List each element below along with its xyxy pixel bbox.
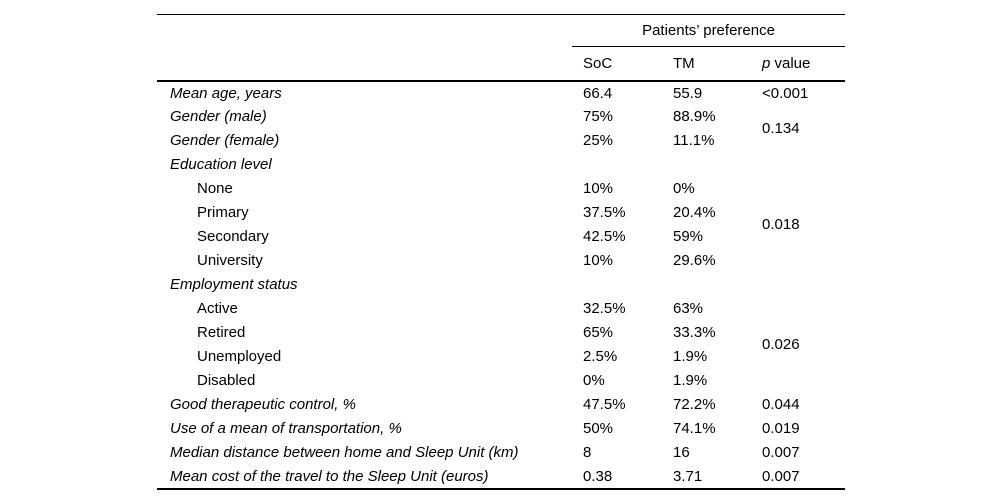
p-value xyxy=(751,153,845,177)
spanner-header-row: Patients’ preference xyxy=(157,14,846,47)
table-row: Retired 65% 33.3% xyxy=(157,321,845,345)
table-row: Disabled 0% 1.9% xyxy=(157,369,845,393)
tm-value: 0% xyxy=(673,180,695,197)
p-value xyxy=(751,273,845,297)
table-row: Mean age, years 66.4 55.9 <0.001 xyxy=(157,81,845,105)
soc-value: 65% xyxy=(583,324,614,341)
soc-value: 8 xyxy=(583,444,592,461)
tm-value xyxy=(662,153,751,177)
p-value: 0.007 xyxy=(762,444,800,461)
row-label: Secondary xyxy=(197,228,269,245)
p-rest: value xyxy=(770,54,811,72)
p-value-merged: 0.134 xyxy=(762,120,800,137)
soc-value: 42.5% xyxy=(583,228,626,245)
table-row: None 10% 0% 0.018 xyxy=(157,177,845,233)
p-value-merged: 0.018 xyxy=(762,216,800,233)
p-value: 0.019 xyxy=(762,420,800,437)
p-value-merged: 0.026 xyxy=(762,336,800,353)
table-row: Education level xyxy=(157,153,845,177)
row-label: Mean cost of the travel to the Sleep Uni… xyxy=(157,464,572,490)
p-value: 0.007 xyxy=(751,464,846,490)
section-row-label: Employment status xyxy=(170,276,298,293)
group-header-patients-preference: Patients’ preference xyxy=(572,14,846,47)
column-header-tm: TM xyxy=(662,46,751,82)
patients-preference-table: Patients’ preference SoC TM p value Mean… xyxy=(157,14,846,490)
column-header-soc: SoC xyxy=(572,46,662,82)
patients-preference-table-figure: Patients’ preference SoC TM p value Mean… xyxy=(157,14,846,490)
table-row: Use of a mean of transportation, % 50% 7… xyxy=(157,417,845,441)
table-row: Employment status xyxy=(157,273,845,297)
row-label: Primary xyxy=(197,204,249,221)
row-label: Active xyxy=(197,300,238,317)
tm-value: 63% xyxy=(673,300,704,317)
p-value: 0.044 xyxy=(762,396,800,413)
p-italic: p xyxy=(762,54,771,72)
tm-value: 59% xyxy=(673,228,704,245)
table-row: Primary 37.5% 20.4% xyxy=(157,201,845,225)
tm-value: 29.6% xyxy=(673,252,716,269)
soc-value: 66.4 xyxy=(583,84,613,102)
row-label: Median distance between home and Sleep U… xyxy=(170,444,519,461)
tm-value: 72.2% xyxy=(673,396,716,413)
tm-value: 1.9% xyxy=(673,348,708,365)
tm-value: 11.1% xyxy=(673,132,715,149)
soc-value: 32.5% xyxy=(583,300,626,317)
tm-value xyxy=(662,273,751,297)
section-row-label: Education level xyxy=(170,156,272,173)
table-row: Active 32.5% 63% 0.026 xyxy=(157,297,845,353)
row-label: Gender (male) xyxy=(170,108,267,125)
tm-value: 16 xyxy=(673,444,690,461)
table-row: University 10% 29.6% xyxy=(157,249,845,273)
row-label: University xyxy=(197,252,263,269)
column-header-p-value: p value xyxy=(751,46,846,82)
table-row: Secondary 42.5% 59% xyxy=(157,225,845,249)
soc-value: 75% xyxy=(583,108,614,125)
column-header-row: SoC TM p value xyxy=(157,46,846,82)
soc-value: 47.5% xyxy=(583,396,626,413)
row-label: None xyxy=(197,180,233,197)
tm-value: 20.4% xyxy=(673,204,716,221)
row-label: Use of a mean of transportation, % xyxy=(170,420,402,437)
row-label: Gender (female) xyxy=(170,132,280,149)
soc-value: 50% xyxy=(583,420,614,437)
empty-corner-cell xyxy=(157,15,572,47)
table-row: Gender (male) 75% 88.9% 0.134 xyxy=(157,105,845,137)
soc-value: 2.5% xyxy=(583,348,618,365)
soc-value xyxy=(572,153,662,177)
tm-value: 88.9% xyxy=(673,108,716,125)
table-row: Median distance between home and Sleep U… xyxy=(157,441,845,465)
table-row: Unemployed 2.5% 1.9% xyxy=(157,345,845,369)
table-row: Gender (female) 25% 11.1% xyxy=(157,129,845,153)
table-row: Mean cost of the travel to the Sleep Uni… xyxy=(157,464,846,490)
soc-value: 37.5% xyxy=(583,204,626,221)
row-label: Mean age, years xyxy=(170,84,282,102)
soc-value: 0.38 xyxy=(572,464,662,490)
row-label: Retired xyxy=(197,324,246,341)
row-label: Disabled xyxy=(197,372,256,389)
soc-value: 10% xyxy=(583,180,614,197)
tm-value: 33.3% xyxy=(673,324,716,341)
empty-label-header-cell xyxy=(157,46,572,82)
tm-value: 55.9 xyxy=(673,84,703,102)
tm-value: 1.9% xyxy=(673,372,708,389)
tm-value: 3.71 xyxy=(662,464,751,490)
row-label: Unemployed xyxy=(197,348,282,365)
soc-value xyxy=(572,273,662,297)
soc-value: 10% xyxy=(583,252,614,269)
row-label: Good therapeutic control, % xyxy=(170,396,356,413)
soc-value: 25% xyxy=(583,132,614,149)
tm-value: 74.1% xyxy=(673,420,716,437)
p-value: <0.001 xyxy=(762,84,809,102)
soc-value: 0% xyxy=(583,372,605,389)
table-row: Good therapeutic control, % 47.5% 72.2% … xyxy=(157,393,845,417)
